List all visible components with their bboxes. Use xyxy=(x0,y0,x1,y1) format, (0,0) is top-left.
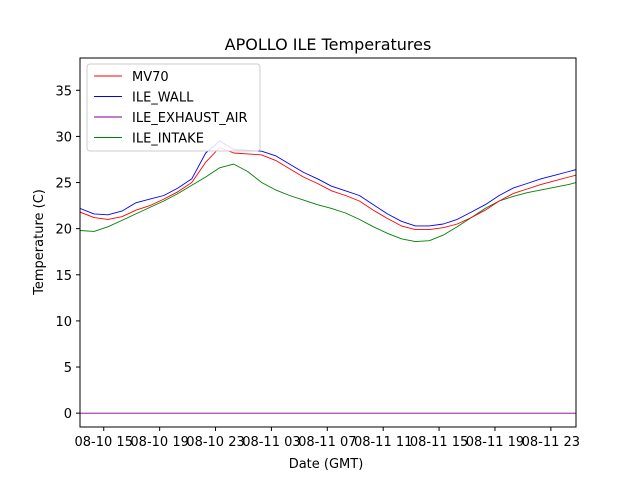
y-tick-label: 35 xyxy=(55,84,72,99)
chart-title: APOLLO ILE Temperatures xyxy=(225,35,432,54)
x-tick-label: 08-11 07 xyxy=(298,435,356,450)
legend-box xyxy=(86,63,261,152)
legend-label: ILE_WALL xyxy=(132,91,194,106)
legend-label: MV70 xyxy=(132,70,169,85)
series-line-mv70 xyxy=(80,147,576,231)
x-tick-label: 08-11 15 xyxy=(410,435,468,450)
series-layer xyxy=(80,140,576,414)
x-tick-label: 08-11 19 xyxy=(466,435,524,450)
legend: MV70 ILE_WALL ILE_EXHAUST_AIR ILE_INTAKE xyxy=(86,63,261,152)
x-axis-label: Date (GMT) xyxy=(289,457,364,472)
legend-label: ILE_EXHAUST_AIR xyxy=(132,111,248,126)
x-tick-label: 08-10 23 xyxy=(186,435,244,450)
plot-frame xyxy=(79,57,577,428)
y-tick-label: 25 xyxy=(55,177,72,192)
y-tick-label: 15 xyxy=(55,269,72,284)
x-tick-label: 08-11 23 xyxy=(522,435,580,450)
series-line-ile-wall xyxy=(80,140,576,227)
y-tick-label: 30 xyxy=(55,130,72,145)
y-axis-label: Temperature (C) xyxy=(32,189,47,296)
y-tick-label: 10 xyxy=(55,315,72,330)
y-tick-label: 5 xyxy=(64,361,72,376)
x-tick-label: 08-10 15 xyxy=(75,435,133,450)
x-tick-label: 08-11 11 xyxy=(354,435,412,450)
legend-label: ILE_INTAKE xyxy=(132,132,204,147)
y-tick-label: 20 xyxy=(55,223,72,238)
x-tick-label: 08-11 03 xyxy=(242,435,300,450)
x-tick-label: 08-10 19 xyxy=(130,435,188,450)
y-tick-label: 0 xyxy=(64,407,72,422)
y-axis-ticks: 0 5 10 15 20 25 30 35 xyxy=(55,84,80,422)
